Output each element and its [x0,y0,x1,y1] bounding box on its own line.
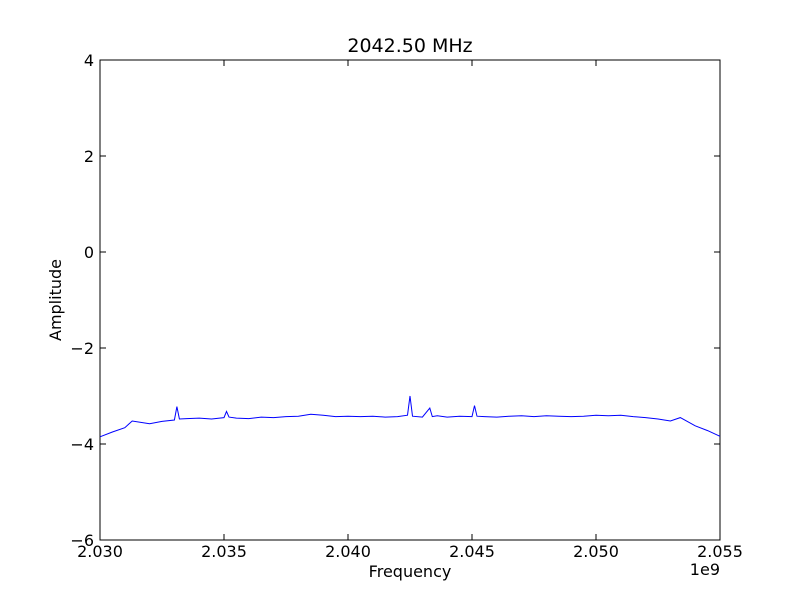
ticks: 2.030 2.035 2.040 2.045 2.050 2.055 −6 −4 −2 0 2 4 [70,51,743,561]
x-tick-label: 2.050 [573,542,619,561]
chart-title: 2042.50 MHz [347,35,472,57]
y-tick-label: −4 [70,435,94,454]
x-tick-label: 2.045 [449,542,495,561]
x-tick-label: 2.030 [77,542,123,561]
y-axis-label: Amplitude [46,259,65,341]
y-tick-label: −6 [70,531,94,550]
y-tick-label: −2 [70,339,94,358]
x-tick-label: 2.040 [325,542,371,561]
x-tick-label: 2.035 [201,542,247,561]
series-line [99,395,721,438]
plot-frame [99,59,721,541]
y-tick-label: 2 [84,147,94,166]
y-tick-label: 4 [84,51,94,70]
x-tick-label: 2.055 [697,542,743,561]
series-layer [99,395,721,438]
y-tick-label: 0 [84,243,94,262]
x-axis-label: Frequency [369,562,452,581]
x-offset-label: 1e9 [690,560,720,579]
